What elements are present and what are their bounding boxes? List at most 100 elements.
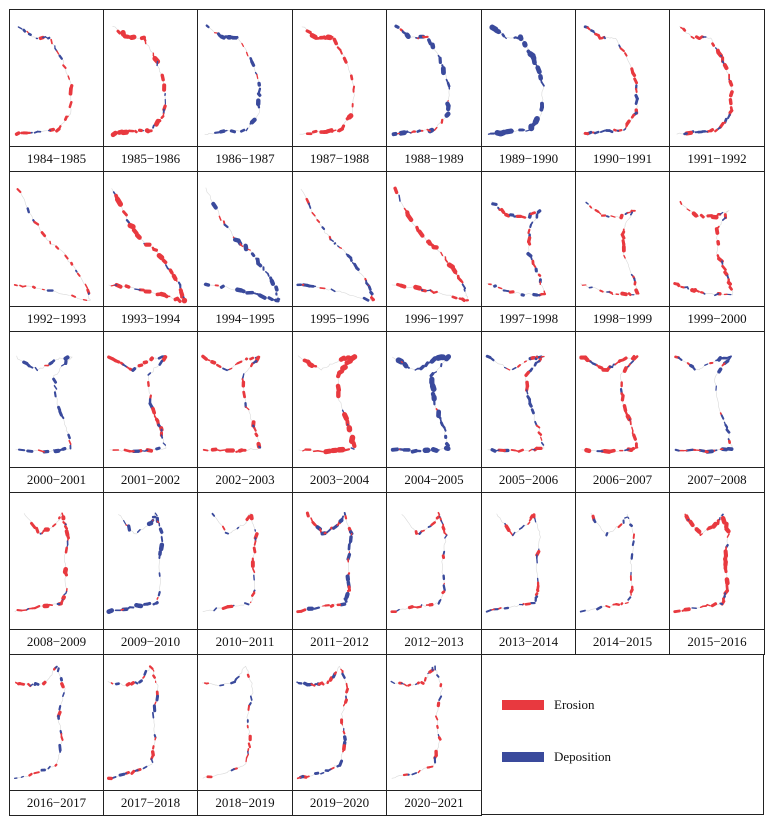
- map-panel: 2005−2006: [481, 331, 576, 493]
- deposition-segment: [249, 121, 253, 125]
- deposition-segment: [244, 602, 250, 606]
- erosion-segment: [122, 210, 128, 217]
- deposition-segment: [53, 449, 57, 452]
- panel-period-label: 2002−2003: [198, 467, 292, 492]
- erosion-segment: [13, 284, 18, 287]
- map-panel: 1987−1988: [292, 9, 387, 172]
- panel-period-label: 2007−2008: [670, 467, 764, 492]
- deposition-segment: [160, 535, 164, 543]
- erosion-segment: [622, 356, 628, 361]
- panel-period-label: 2017−2018: [104, 790, 197, 815]
- erosion-segment: [589, 205, 593, 209]
- deposition-segment: [205, 24, 210, 29]
- erosion-segment: [458, 297, 464, 301]
- deposition-segment: [487, 132, 492, 135]
- erosion-segment: [210, 360, 217, 365]
- panel-period-label: 1991−1992: [670, 146, 764, 171]
- erosion-segment: [673, 282, 680, 286]
- erosion-segment: [724, 577, 730, 586]
- deposition-segment: [605, 215, 610, 218]
- panel-period-label: 1992−1993: [10, 306, 103, 331]
- deposition-segment: [56, 667, 60, 673]
- coastline: [297, 355, 356, 453]
- erosion-segment: [251, 591, 256, 597]
- coastline: [204, 25, 261, 135]
- erosion-segment: [18, 682, 26, 686]
- coastline-change-map: [673, 200, 734, 297]
- erosion-segment: [37, 449, 45, 453]
- erosion-segment: [342, 748, 345, 753]
- erosion-segment: [417, 769, 421, 774]
- deposition-segment: [721, 513, 724, 517]
- map-panel: 1993−1994: [103, 171, 198, 332]
- erosion-segment: [110, 682, 114, 685]
- erosion-segment: [420, 681, 425, 685]
- erosion-segment: [31, 285, 36, 289]
- deposition-segment: [222, 367, 228, 372]
- erosion-segment: [423, 676, 427, 682]
- erosion-segment: [152, 674, 156, 679]
- erosion-segment: [537, 431, 543, 436]
- deposition-segment: [213, 607, 218, 612]
- erosion-segment: [305, 511, 310, 518]
- erosion-segment: [726, 533, 730, 538]
- erosion-segment: [403, 683, 408, 687]
- deposition-segment: [274, 285, 279, 292]
- erosion-segment: [426, 128, 431, 132]
- panel-period-label: 1987−1988: [293, 146, 386, 171]
- map-panel: 2003−2004: [292, 331, 387, 493]
- erosion-segment: [622, 366, 628, 373]
- deposition-segment: [63, 592, 67, 596]
- deposition-segment: [106, 608, 115, 614]
- map-panel: 1989−1990: [481, 9, 576, 172]
- erosion-segment: [129, 34, 137, 41]
- erosion-segment: [345, 687, 349, 694]
- erosion-segment: [682, 27, 687, 32]
- coastline-change-map: [13, 665, 66, 780]
- deposition-segment: [362, 296, 370, 302]
- coastline-change-map: [299, 26, 356, 136]
- erosion-segment: [707, 525, 714, 530]
- deposition-segment: [230, 768, 235, 772]
- deposition-segment: [631, 540, 635, 547]
- erosion-segment: [723, 566, 728, 574]
- erosion-segment: [342, 56, 348, 64]
- panel-period-label: 2006−2007: [576, 467, 669, 492]
- deposition-segment: [603, 36, 606, 40]
- deposition-segment: [394, 24, 400, 29]
- deposition-segment: [250, 252, 256, 258]
- deposition-segment: [429, 383, 437, 392]
- erosion-segment: [219, 449, 226, 452]
- deposition-segment: [321, 226, 326, 231]
- erosion-segment: [252, 567, 256, 574]
- coastline-change-map: [296, 188, 375, 302]
- erosion-segment: [151, 406, 157, 415]
- coastline-change-map: [108, 188, 188, 304]
- deposition-segment: [134, 681, 139, 685]
- deposition-segment: [34, 366, 39, 372]
- panel-period-label: 2015−2016: [670, 629, 764, 654]
- erosion-deposition-figure: Erosion Deposition 1984−1985 1985−1986 198…: [9, 9, 765, 816]
- erosion-segment: [695, 214, 699, 217]
- coastline-change-map: [390, 354, 452, 454]
- coastline-change-map: [673, 513, 731, 614]
- erosion-segment: [239, 244, 244, 248]
- erosion-segment: [342, 730, 346, 735]
- deposition-segment: [623, 128, 627, 131]
- deposition-segment: [236, 675, 240, 679]
- coastline: [202, 356, 261, 453]
- deposition-segment: [267, 296, 274, 302]
- deposition-segment: [531, 119, 538, 127]
- erosion-segment: [256, 73, 259, 80]
- erosion-segment: [127, 222, 136, 230]
- coastline-change-map: [674, 355, 734, 454]
- erosion-segment: [28, 772, 33, 777]
- deposition-segment: [61, 362, 67, 367]
- deposition-segment: [17, 26, 23, 30]
- erosion-segment: [504, 212, 511, 218]
- deposition-segment: [267, 272, 270, 277]
- deposition-segment: [525, 389, 529, 395]
- coastline-change-map: [487, 24, 545, 137]
- erosion-segment: [459, 279, 464, 284]
- deposition-segment: [47, 36, 51, 40]
